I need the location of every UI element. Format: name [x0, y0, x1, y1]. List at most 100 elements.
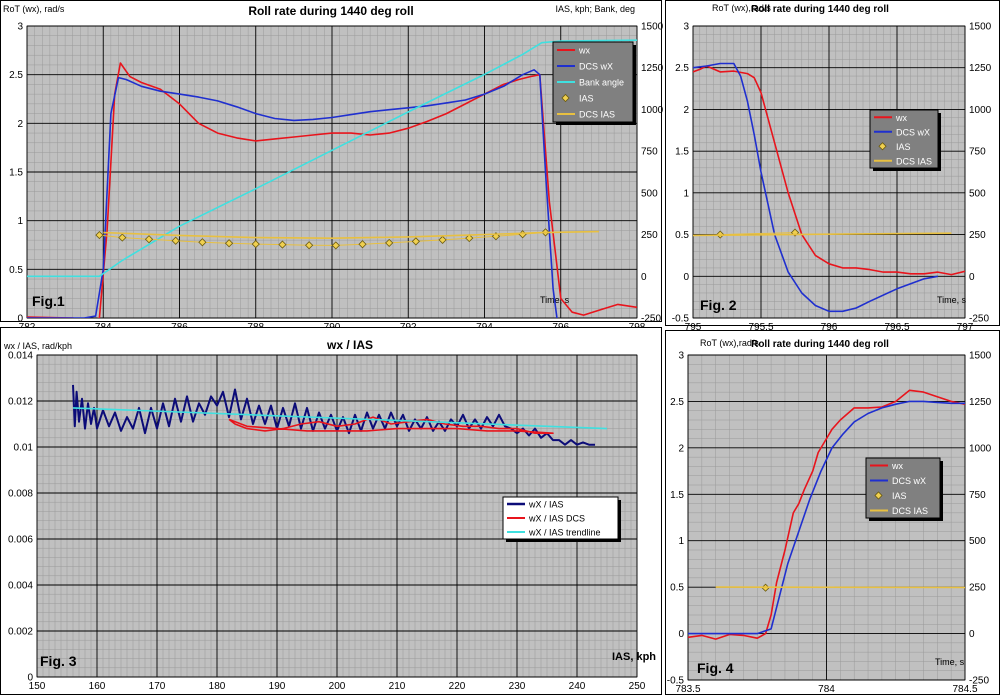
y-tick-label: 2 — [17, 119, 23, 130]
y-tick-label: 2.5 — [9, 70, 23, 81]
legend-label: DCS wX — [892, 476, 926, 486]
legend-label: DCS wX — [579, 62, 613, 72]
y2-tick-label: 1000 — [969, 443, 992, 454]
x-tick-label: 250 — [629, 681, 646, 692]
y2-tick-label: 1250 — [969, 63, 992, 74]
chart-panel-1: 78278478678879079279479679800.511.522.53… — [1, 1, 664, 357]
x-tick-label: 180 — [209, 681, 226, 692]
y-tick-label: 0 — [678, 629, 684, 640]
y-tick-label: 3 — [683, 22, 689, 33]
y-tick-label: 0 — [17, 314, 23, 325]
figure-label: Fig.1 — [32, 293, 65, 309]
legend-label: IAS — [579, 94, 594, 104]
x-tick-label: 220 — [449, 681, 466, 692]
y2-tick-label: 250 — [969, 583, 986, 594]
x-tick-label: 160 — [89, 681, 106, 692]
y-tick-label: -0.5 — [672, 314, 690, 325]
chart-title: Roll rate during 1440 deg roll — [751, 339, 889, 350]
y-tick-label: 1.5 — [670, 490, 684, 501]
y-tick-label: 1.5 — [675, 147, 689, 158]
y-axis-label: wx / IAS, rad/kph — [3, 341, 72, 351]
chart-title: Roll rate during 1440 deg roll — [248, 4, 413, 18]
legend: wx DCS wX Bank angle IAS DCS IAS — [553, 42, 636, 125]
legend-label: DCS IAS — [896, 156, 932, 166]
y2-tick-label: 500 — [641, 188, 658, 199]
y-tick-label: -0.5 — [667, 676, 685, 687]
y2-tick-label: 500 — [969, 188, 986, 199]
y-axis-label: RoT (wx), rad/s — [3, 4, 65, 14]
y2-tick-label: 1250 — [969, 397, 992, 408]
y-tick-label: 2 — [683, 105, 689, 116]
chart-title: Roll rate during 1440 deg roll — [751, 4, 889, 15]
chart-title: wx / IAS — [326, 338, 373, 352]
y-axis-label: RoT (wx),rad/s — [700, 338, 759, 348]
y-tick-label: 0.008 — [8, 489, 33, 500]
legend-label: DCS IAS — [579, 110, 615, 120]
figure-label: Fig. 3 — [40, 653, 77, 669]
y2-tick-label: -250 — [641, 314, 661, 325]
x-tick-label: 784 — [818, 684, 835, 695]
y-tick-label: 3 — [17, 22, 23, 33]
y-tick-label: 0.002 — [8, 627, 33, 638]
legend-label: DCS IAS — [892, 506, 928, 516]
y2-tick-label: -250 — [969, 676, 989, 687]
y2-tick-label: 0 — [969, 272, 975, 283]
y2-tick-label: 250 — [641, 230, 658, 241]
y-tick-label: 0 — [683, 272, 689, 283]
x-axis-label: Time, s — [935, 657, 965, 667]
y-tick-label: 1 — [683, 188, 689, 199]
y-tick-label: 1.5 — [9, 168, 23, 179]
figure-label: Fig. 2 — [700, 297, 737, 313]
y-tick-label: 1 — [17, 216, 23, 227]
y-tick-label: 2 — [678, 443, 684, 454]
legend-label: wx — [578, 46, 590, 56]
legend-label: wX / IAS — [528, 500, 564, 510]
y2-tick-label: -250 — [969, 314, 989, 325]
y2-tick-label: 1500 — [969, 22, 992, 33]
y2-tick-label: 1500 — [641, 22, 664, 33]
legend-label: Bank angle — [579, 78, 624, 88]
legend-label: wX / IAS DCS — [528, 514, 585, 524]
x-axis-label: IAS, kph — [612, 651, 656, 663]
y2-tick-label: 0 — [641, 272, 647, 283]
legend: wX / IAS wX / IAS DCS wX / IAS trendline — [503, 497, 621, 542]
x-tick-label: 200 — [329, 681, 346, 692]
y2-tick-label: 1000 — [641, 105, 664, 116]
y2-tick-label: 1500 — [969, 351, 992, 362]
y2-tick-label: 250 — [969, 230, 986, 241]
y-tick-label: 1 — [678, 536, 684, 547]
y-tick-label: 0.004 — [8, 581, 33, 592]
y-tick-label: 0 — [27, 673, 33, 684]
y-tick-label: 3 — [678, 351, 684, 362]
figure-label: Fig. 4 — [697, 660, 734, 676]
legend-label: DCS wX — [896, 127, 930, 137]
y-tick-label: 0.5 — [9, 265, 23, 276]
y-tick-label: 0.006 — [8, 535, 33, 546]
y-tick-label: 0.012 — [8, 397, 33, 408]
legend-label: wX / IAS trendline — [528, 528, 601, 538]
x-tick-label: 170 — [149, 681, 166, 692]
legend-label: IAS — [892, 491, 907, 501]
y-tick-label: 0.01 — [14, 443, 34, 454]
y-tick-label: 0.5 — [670, 583, 684, 594]
x-tick-label: 190 — [269, 681, 286, 692]
y-tick-label: 0.5 — [675, 230, 689, 241]
x-tick-label: 210 — [389, 681, 406, 692]
y2-tick-label: 1250 — [641, 63, 664, 74]
y2-tick-label: 750 — [641, 147, 658, 158]
y2-tick-label: 750 — [969, 490, 986, 501]
y2-tick-label: 750 — [969, 147, 986, 158]
y2-axis-label: IAS, kph; Bank, deg — [555, 4, 635, 14]
y2-tick-label: 500 — [969, 536, 986, 547]
x-axis-label: Time, s — [937, 295, 967, 305]
y-tick-label: 2.5 — [675, 63, 689, 74]
y-tick-label: 2.5 — [670, 397, 684, 408]
legend-label: wx — [895, 113, 907, 123]
